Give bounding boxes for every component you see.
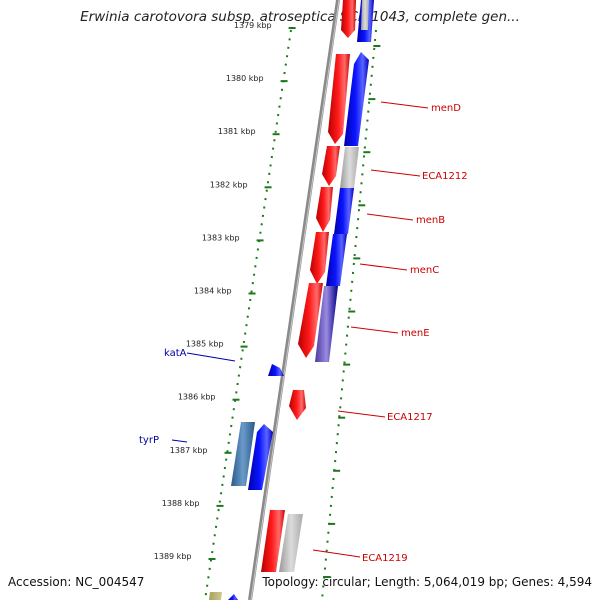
outer-tick-track xyxy=(321,29,377,600)
map-title: Erwinia carotovora subsp. atroseptica SC… xyxy=(80,9,520,25)
gene-arrow[interactable] xyxy=(361,0,369,30)
label-leaders xyxy=(171,101,429,558)
gene-label-menE[interactable]: menE xyxy=(401,328,430,339)
gene-arrow[interactable] xyxy=(298,283,323,358)
gene-label-tyrP[interactable]: tyrP xyxy=(139,435,159,446)
gene-label-menC[interactable]: menC xyxy=(410,265,439,276)
tick-label: 1382 kbp xyxy=(210,180,248,189)
tick-label: 1380 kbp xyxy=(226,74,264,83)
gene-arrow[interactable] xyxy=(209,592,222,600)
tick-label: 1379 kbp xyxy=(234,21,272,30)
gene-label-katA[interactable]: katA xyxy=(164,348,187,359)
gene-arrow[interactable] xyxy=(231,422,255,486)
gene-label-menD[interactable]: menD xyxy=(431,103,461,114)
gene-arrow[interactable] xyxy=(322,146,340,186)
tick-label: 1384 kbp xyxy=(194,287,232,296)
gene-arrow[interactable] xyxy=(261,510,285,572)
genome-summary-text: Topology: circular; Length: 5,064,019 bp… xyxy=(262,575,592,589)
genome-backbone xyxy=(248,0,340,600)
gene-arrow[interactable] xyxy=(316,187,333,232)
tick-label: 1388 kbp xyxy=(162,499,200,508)
gene-arrow[interactable] xyxy=(334,188,354,234)
gene-label-menB[interactable]: menB xyxy=(416,215,445,226)
reverse-strand-genes xyxy=(209,0,374,600)
gene-label-ECA1212[interactable]: ECA1212 xyxy=(422,171,468,182)
gene-arrow[interactable] xyxy=(228,594,238,600)
gene-arrow[interactable] xyxy=(340,147,359,188)
genome-backbone-highlight xyxy=(250,0,340,600)
tick-label: 1383 kbp xyxy=(202,233,240,242)
gene-arrow[interactable] xyxy=(326,234,347,286)
forward-strand-genes xyxy=(261,0,356,572)
gene-arrow[interactable] xyxy=(344,52,369,146)
gene-labels: menD ECA1212 menB menC menE ECA1217 ECA1… xyxy=(139,103,468,564)
tick-label: 1381 kbp xyxy=(218,127,256,136)
gene-arrow[interactable] xyxy=(315,286,338,362)
accession-text: Accession: NC_004547 xyxy=(8,575,145,589)
gene-arrow[interactable] xyxy=(341,0,356,38)
gene-arrow[interactable] xyxy=(310,232,329,284)
gene-label-ECA1217[interactable]: ECA1217 xyxy=(387,412,433,423)
gene-arrow[interactable] xyxy=(328,54,350,144)
tick-label: 1387 kbp xyxy=(170,446,208,455)
gene-label-ECA1219[interactable]: ECA1219 xyxy=(362,553,408,564)
tick-label: 1386 kbp xyxy=(178,393,216,402)
gene-arrow[interactable] xyxy=(289,390,306,420)
tick-label: 1389 kbp xyxy=(154,552,192,561)
gene-arrow[interactable] xyxy=(248,424,273,490)
tick-label: 1385 kbp xyxy=(186,340,224,349)
gene-arrow[interactable] xyxy=(279,514,303,572)
gene-arrow[interactable] xyxy=(268,364,284,376)
